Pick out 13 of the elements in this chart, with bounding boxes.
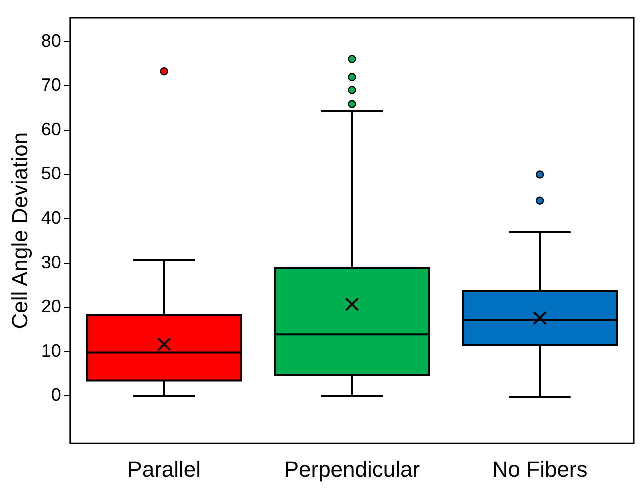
y-tick-label: 20 xyxy=(41,296,62,317)
y-tick-label: 10 xyxy=(41,340,62,361)
y-tick-label: 80 xyxy=(41,30,62,51)
y-tick-label: 40 xyxy=(41,208,62,228)
y-tick-label: 70 xyxy=(41,75,62,96)
y-tick-label: 0 xyxy=(51,385,62,406)
x-tick-label: No Fibers xyxy=(492,456,588,482)
y-tick-label: 60 xyxy=(41,119,62,140)
y-tick-label: 30 xyxy=(41,252,62,272)
y-axis-title: Cell Angle Deviation xyxy=(7,132,32,330)
x-tick-label: Parallel xyxy=(128,456,202,482)
y-tick-label: 50 xyxy=(41,164,62,184)
x-tick-label: Perpendicular xyxy=(284,456,420,482)
